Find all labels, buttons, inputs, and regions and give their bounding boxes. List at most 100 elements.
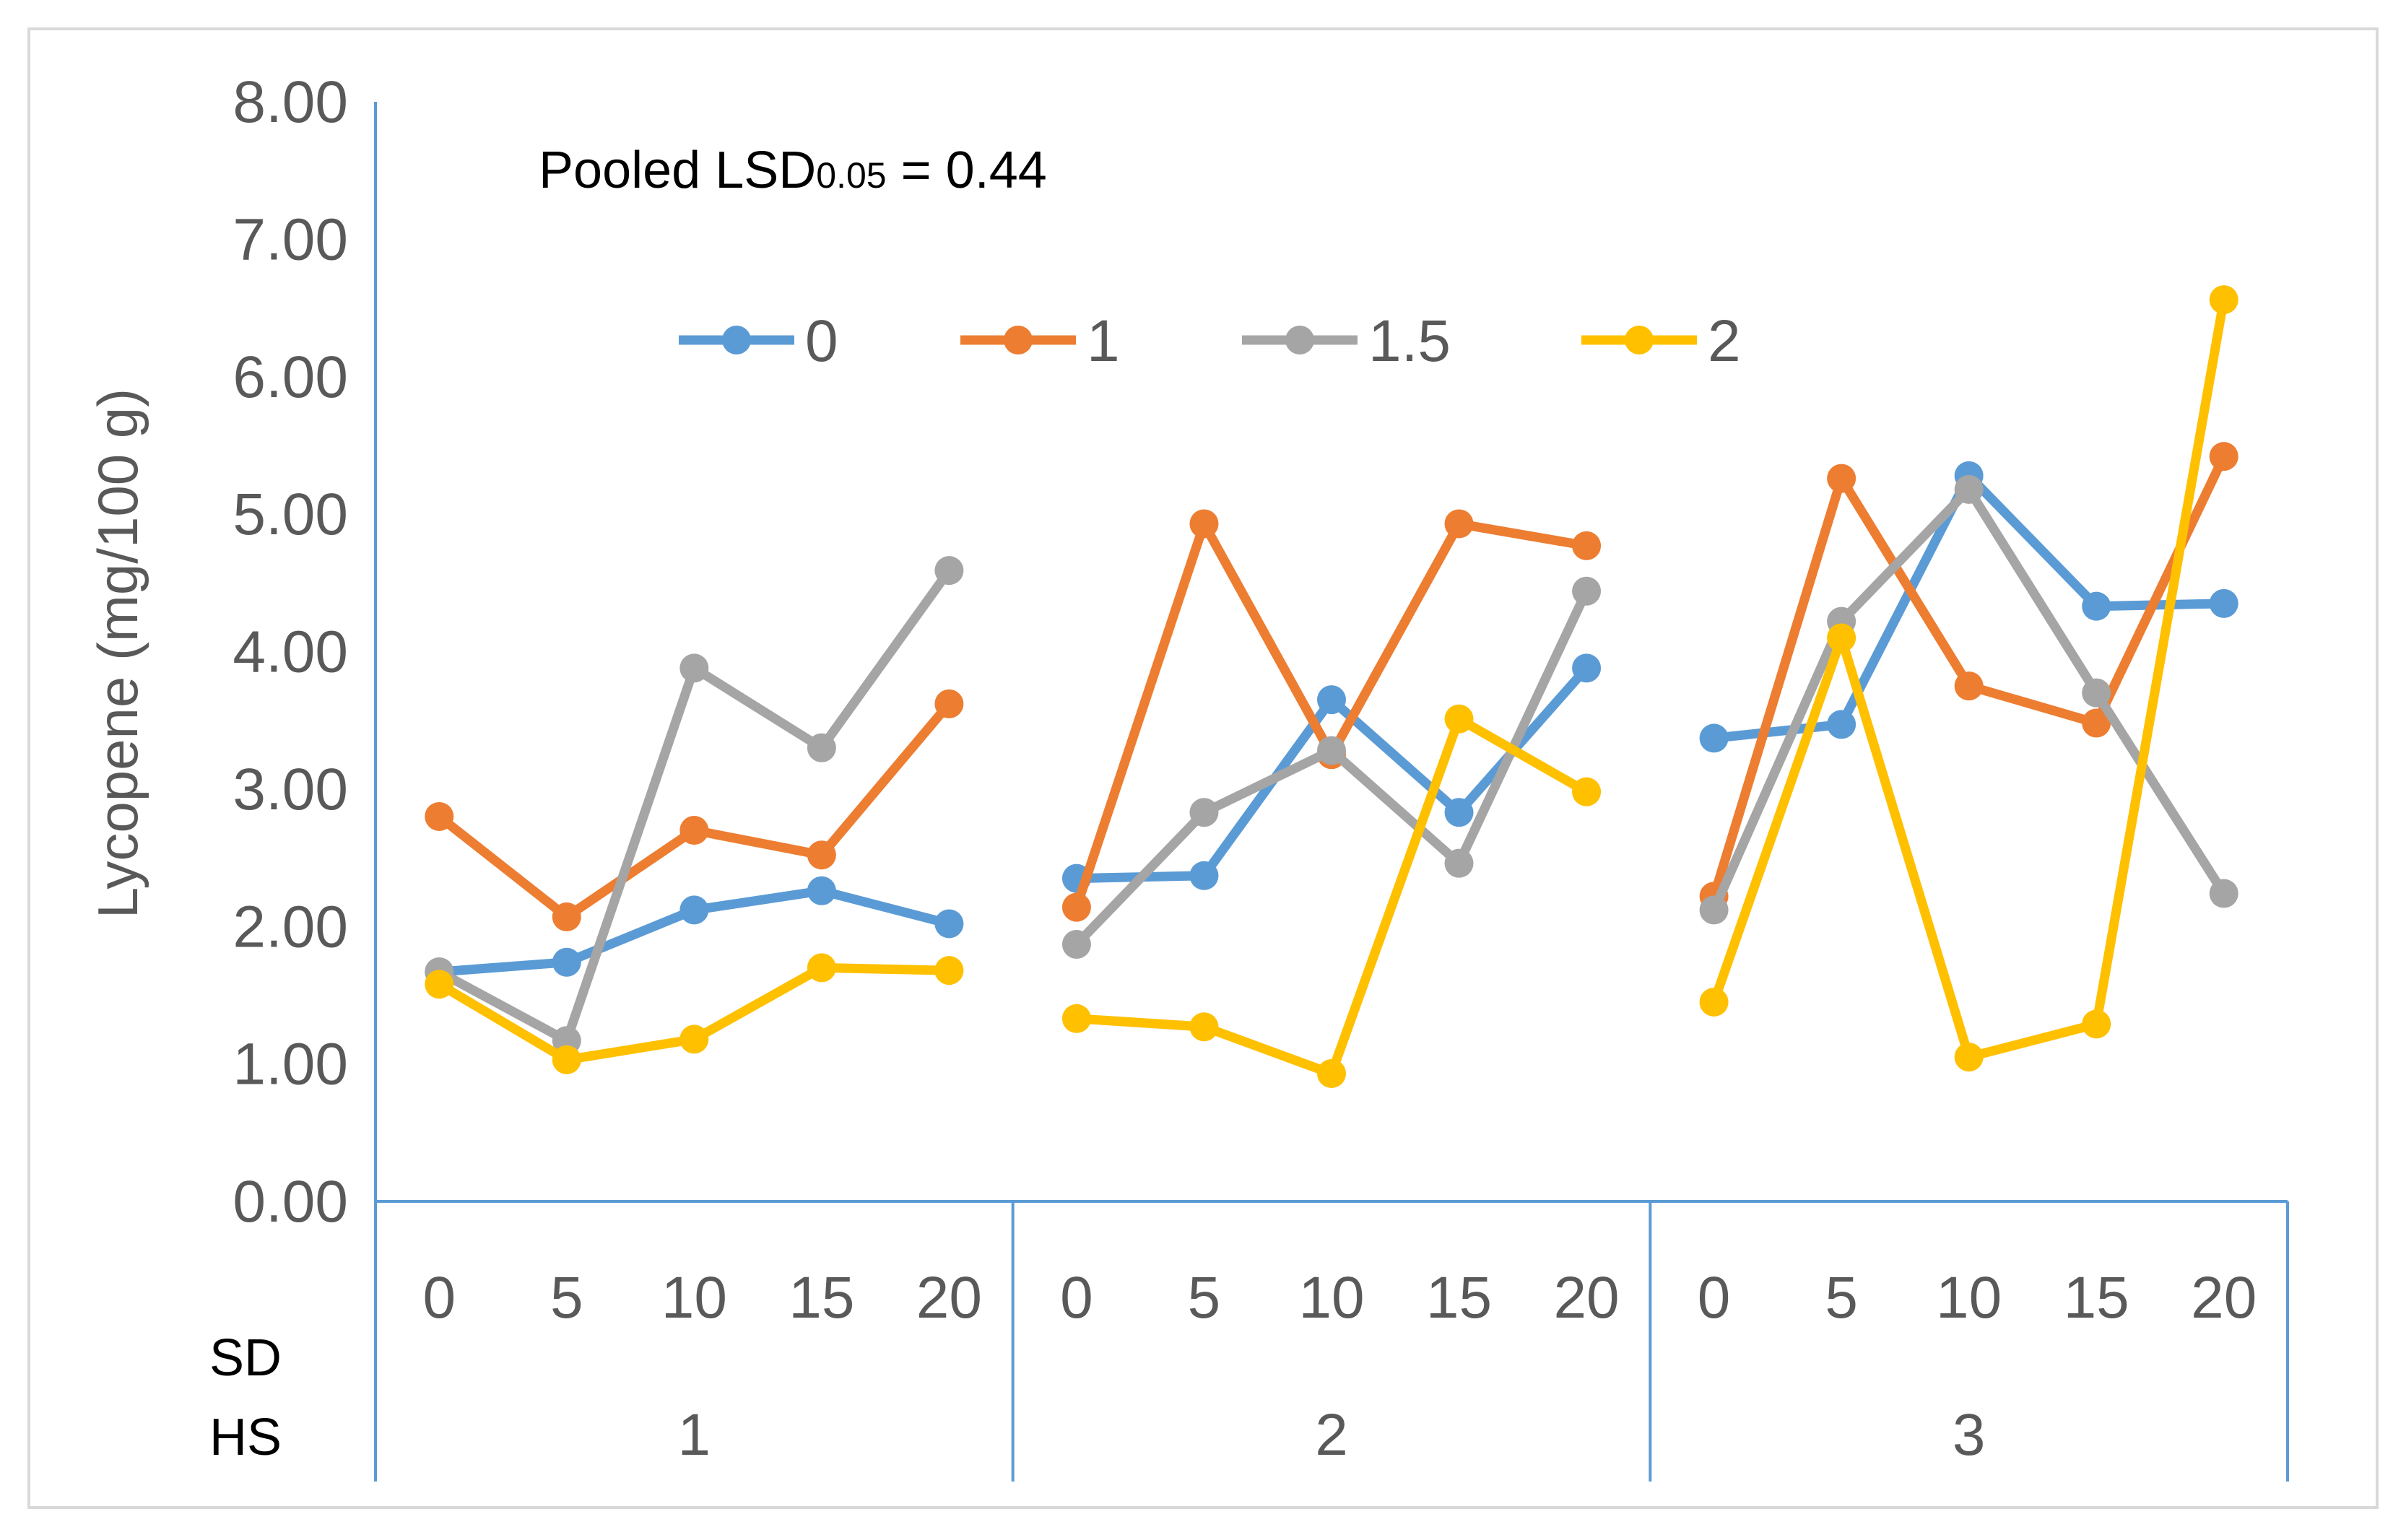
group-label: 1: [678, 1402, 711, 1468]
y-tick-label: 4.00: [233, 619, 348, 685]
y-tick-label: 2.00: [233, 894, 348, 960]
data-point: [552, 1045, 581, 1074]
x-tick-label: 15: [2064, 1265, 2129, 1331]
group-label: 2: [1315, 1402, 1348, 1468]
legend-item: 0: [679, 308, 838, 374]
data-point: [679, 895, 709, 925]
data-point: [2209, 285, 2238, 315]
x-tick-label: 5: [550, 1265, 583, 1331]
x-tick-label: 0: [422, 1265, 456, 1331]
data-point: [1444, 848, 1474, 878]
data-point: [1699, 987, 1729, 1017]
data-point: [552, 902, 581, 931]
data-point: [1572, 653, 1602, 683]
data-point: [1061, 929, 1091, 959]
data-point: [1572, 777, 1602, 806]
x-tick-label: 20: [916, 1265, 982, 1331]
legend-swatch-marker: [1285, 326, 1314, 354]
data-point: [425, 970, 454, 999]
lsd-annotation: Pooled LSD0.05 = 0.44: [539, 142, 1047, 199]
series-2: [425, 285, 2238, 1088]
x-tick-label: 15: [789, 1265, 854, 1331]
x-tick-label: 20: [2191, 1265, 2257, 1331]
legend-label: 1.5: [1368, 308, 1451, 374]
y-axis: 0.00 1.00 2.00 3.00 4.00 5.00 6.00 7.00 8.00: [233, 69, 377, 1482]
legend-swatch-marker: [1625, 326, 1654, 354]
data-point: [1317, 685, 1346, 715]
legend-swatch-marker: [1004, 326, 1033, 354]
group-label: 3: [1953, 1402, 1986, 1468]
data-point: [807, 953, 836, 983]
data-point: [679, 815, 709, 845]
x-tick-label: 15: [1426, 1265, 1492, 1331]
x-tick-label: 0: [1698, 1265, 1731, 1331]
data-point: [2082, 708, 2111, 738]
data-point: [807, 840, 836, 870]
data-point: [1189, 509, 1219, 539]
x-tick-label: 0: [1060, 1265, 1093, 1331]
x-tick-label: 5: [1188, 1265, 1221, 1331]
legend-item: 2: [1581, 308, 1741, 374]
data-point: [934, 689, 964, 718]
x-tick-label: 5: [1825, 1265, 1858, 1331]
y-tick-label: 3.00: [233, 757, 348, 822]
data-point: [1317, 1058, 1346, 1088]
data-point: [1189, 1012, 1219, 1042]
data-point: [1699, 895, 1729, 925]
x-tick-label: 20: [1553, 1265, 1619, 1331]
y-tick-label: 0.00: [233, 1169, 348, 1235]
data-point: [807, 876, 836, 905]
data-point: [2209, 879, 2238, 908]
data-point: [934, 909, 964, 939]
x-level-name-sd: SD: [209, 1329, 282, 1387]
data-point: [1827, 710, 1856, 739]
chart-border: [27, 27, 2379, 1509]
data-point: [1954, 671, 1984, 701]
data-point: [1699, 723, 1729, 753]
data-point: [1444, 798, 1474, 827]
legend-swatch-marker: [722, 326, 751, 354]
data-point: [2209, 588, 2238, 618]
legend-item: 1: [960, 308, 1120, 374]
data-point: [807, 733, 836, 762]
legend-label: 2: [1708, 308, 1741, 374]
data-point: [2082, 591, 2111, 621]
data-point: [1189, 861, 1219, 890]
data-point: [1444, 509, 1474, 539]
data-point: [425, 801, 454, 831]
data-point: [2082, 1009, 2111, 1039]
data-point: [1572, 576, 1602, 606]
data-point: [679, 653, 709, 683]
data-point: [1827, 464, 1856, 493]
y-tick-label: 1.00: [233, 1032, 348, 1097]
x-tick-label: 10: [1298, 1265, 1364, 1331]
x-level-name-hs: HS: [209, 1409, 282, 1466]
legend-item: 1.5: [1242, 308, 1451, 374]
lsd-suffix: = 0.44: [887, 142, 1047, 199]
x-tick-label: 10: [661, 1265, 727, 1331]
x-tick-label: 10: [1936, 1265, 2002, 1331]
data-point: [1317, 736, 1346, 765]
legend-label: 1: [1087, 308, 1120, 374]
y-tick-label: 8.00: [233, 69, 348, 135]
data-point: [1189, 798, 1219, 827]
data-point: [2209, 442, 2238, 471]
data-point: [1954, 1043, 1984, 1072]
y-tick-label: 5.00: [233, 482, 348, 547]
data-point: [1444, 704, 1474, 734]
data-point: [934, 556, 964, 586]
lsd-prefix: Pooled LSD: [539, 142, 816, 199]
legend-label: 0: [805, 308, 838, 374]
data-point: [1061, 892, 1091, 922]
data-point: [1572, 531, 1602, 560]
data-point: [1061, 1004, 1091, 1033]
y-tick-label: 6.00: [233, 344, 348, 410]
y-tick-label: 7.00: [233, 206, 348, 272]
data-point: [934, 956, 964, 986]
data-point: [552, 947, 581, 977]
lsd-subscript: 0.05: [816, 155, 886, 196]
legend: 0 1 1.5 2: [679, 308, 1741, 374]
